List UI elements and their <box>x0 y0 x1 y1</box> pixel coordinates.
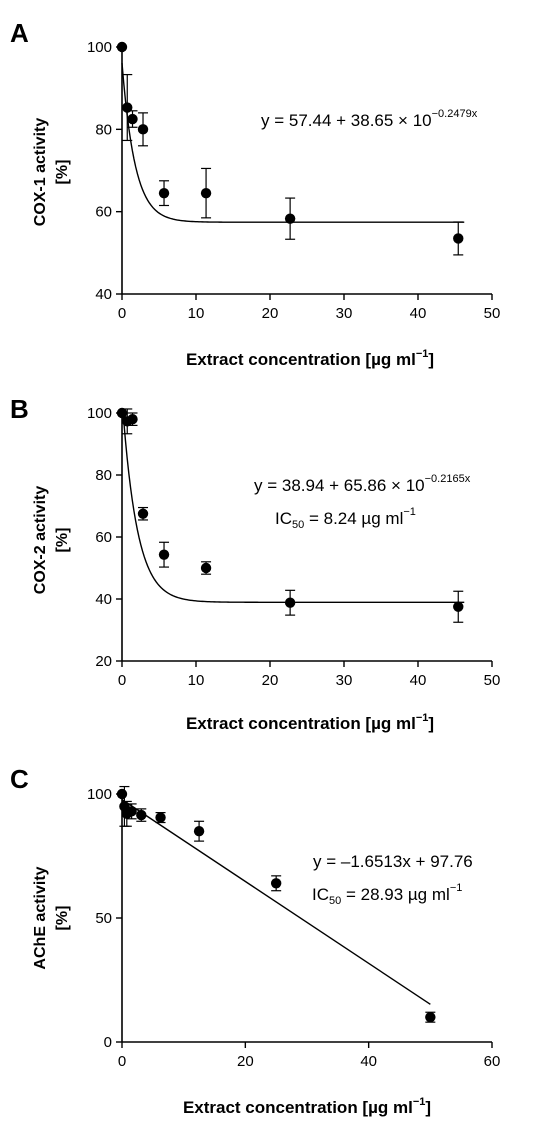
x-axis-label-b: Extract concentration [µg ml−1] <box>186 712 434 733</box>
x-tick-label: 10 <box>188 305 205 322</box>
data-point <box>425 1012 436 1023</box>
data-point <box>116 788 128 800</box>
data-point <box>200 562 212 574</box>
equation-b: y = 38.94 + 65.86 × 10−0.2165x <box>254 473 471 495</box>
x-axis-label-c: Extract concentration [µg ml−1] <box>183 1096 431 1117</box>
data-point <box>270 878 282 889</box>
x-tick-label: 0 <box>118 1053 126 1070</box>
y-tick-label: 20 <box>95 653 112 670</box>
y-axis-unit-b: [%] <box>54 528 71 553</box>
x-tick-label: 20 <box>262 672 279 689</box>
y-axis-unit-a: [%] <box>54 160 71 185</box>
x-tick-label: 60 <box>484 1053 501 1070</box>
data-point <box>116 41 128 53</box>
y-axis-label-b: COX-2 activity <box>32 486 49 595</box>
axes-c: 0 20 40 60 0 50 100 <box>87 786 500 1070</box>
axes-a: 0 10 20 30 40 50 40 60 80 100 <box>87 39 500 322</box>
x-tick-label: 30 <box>336 672 353 689</box>
ic50-b: IC50 = 8.24 µg ml−1 <box>275 506 416 531</box>
data-point <box>200 187 212 199</box>
y-tick-label: 60 <box>95 204 112 221</box>
data-point <box>122 102 133 113</box>
panel-b: B COX-2 activity [%] 0 10 20 30 40 50 20 40 60 80… <box>10 394 500 733</box>
equation-a: y = 57.44 + 38.65 × 10−0.2479x <box>261 108 478 130</box>
x-axis-label-a: Extract concentration [µg ml−1] <box>186 348 434 369</box>
x-tick-label: 10 <box>188 672 205 689</box>
y-axis-label-a: COX-1 activity <box>32 118 49 227</box>
x-tick-label: 30 <box>336 305 353 322</box>
y-tick-label: 40 <box>95 286 112 303</box>
x-tick-label: 40 <box>410 672 427 689</box>
x-tick-label: 40 <box>410 305 427 322</box>
x-tick-label: 20 <box>237 1053 254 1070</box>
y-tick-label: 100 <box>87 405 112 422</box>
y-tick-label: 100 <box>87 39 112 56</box>
y-tick-label: 100 <box>87 786 112 803</box>
data-point <box>126 806 137 817</box>
data-point <box>127 113 138 125</box>
fit-path <box>121 798 431 1005</box>
panel-label-c: C <box>10 764 29 794</box>
data-points-b <box>116 407 464 623</box>
data-point <box>137 508 149 519</box>
y-tick-label: 80 <box>95 121 112 138</box>
y-tick-label: 0 <box>104 1034 112 1051</box>
data-point <box>155 812 166 823</box>
data-point <box>137 124 149 135</box>
data-point <box>116 407 128 419</box>
panel-c: C AChE activity [%] 0 20 40 60 0 50 100 Extrac… <box>10 764 500 1117</box>
data-point <box>284 597 296 608</box>
panel-a: A COX-1 activity [%] 0 10 20 30 40 50 40 60 80 10… <box>10 18 500 369</box>
x-tick-label: 40 <box>360 1053 377 1070</box>
y-axis-label-c: AChE activity <box>32 866 49 969</box>
y-tick-label: 80 <box>95 467 112 484</box>
ic50-c: IC50 = 28.93 µg ml−1 <box>312 882 462 907</box>
x-tick-label: 20 <box>262 305 279 322</box>
data-point <box>158 549 170 560</box>
x-tick-label: 0 <box>118 305 126 322</box>
x-tick-label: 0 <box>118 672 126 689</box>
data-point <box>453 233 464 244</box>
data-points-c <box>116 785 436 1023</box>
y-tick-label: 60 <box>95 529 112 546</box>
data-point <box>284 213 296 224</box>
y-tick-label: 40 <box>95 591 112 608</box>
panel-label-a: A <box>10 18 29 48</box>
data-points-a <box>116 41 464 256</box>
equation-c: y = –1.6513x + 97.76 <box>313 852 473 871</box>
data-point <box>158 187 170 199</box>
y-axis-unit-c: [%] <box>54 906 71 931</box>
data-point <box>127 414 138 425</box>
x-tick-label: 50 <box>484 672 501 689</box>
axes-b: 0 10 20 30 40 50 20 40 60 80 100 <box>87 405 500 689</box>
x-tick-label: 50 <box>484 305 501 322</box>
panel-label-b: B <box>10 394 29 424</box>
data-point <box>453 601 464 612</box>
fit-line-c <box>121 798 431 1005</box>
y-tick-label: 50 <box>95 910 112 927</box>
data-point <box>136 809 147 821</box>
data-point <box>193 826 205 837</box>
